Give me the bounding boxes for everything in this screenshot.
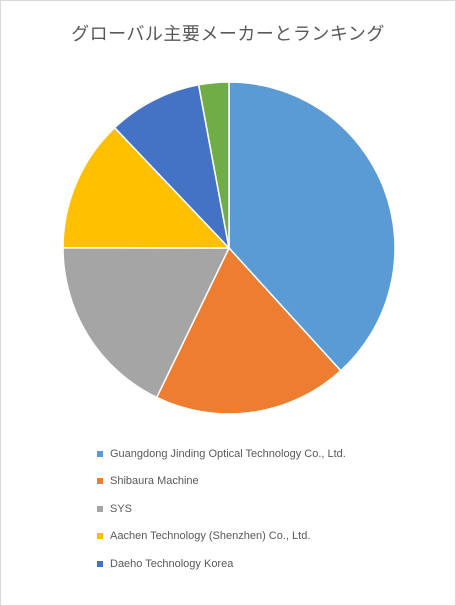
legend-swatch	[97, 478, 103, 485]
legend-item: Daeho Technology Korea	[97, 550, 437, 578]
legend-swatch	[97, 505, 103, 512]
chart-title: グローバル主要メーカーとランキング	[71, 24, 385, 45]
legend-swatch	[97, 533, 103, 540]
pie-slice-1	[228, 81, 396, 372]
legend-item: Guangdong Jinding Optical Technology Co.…	[97, 440, 437, 468]
pie-slice-5	[113, 83, 231, 251]
legend-label: Daeho Technology Korea	[110, 557, 234, 570]
pie-chart	[62, 81, 396, 415]
pie-slice-6	[197, 81, 230, 249]
legend-item: SYS	[97, 495, 437, 523]
legend-swatch	[97, 560, 103, 567]
pie-slice-3	[62, 246, 231, 399]
legend-item: Shibaura Machine	[97, 468, 437, 496]
pie-slice-2	[155, 246, 342, 415]
legend-label: Guangdong Jinding Optical Technology Co.…	[110, 447, 346, 460]
legend-label: Shibaura Machine	[110, 475, 199, 488]
legend-item: Aachen Technology (Shenzhen) Co., Ltd.	[97, 523, 437, 551]
pie-slice-4	[62, 126, 231, 249]
legend: Guangdong Jinding Optical Technology Co.…	[97, 440, 437, 578]
legend-label: Aachen Technology (Shenzhen) Co., Ltd.	[110, 530, 311, 543]
legend-label: SYS	[110, 502, 133, 515]
legend-swatch	[97, 450, 103, 457]
